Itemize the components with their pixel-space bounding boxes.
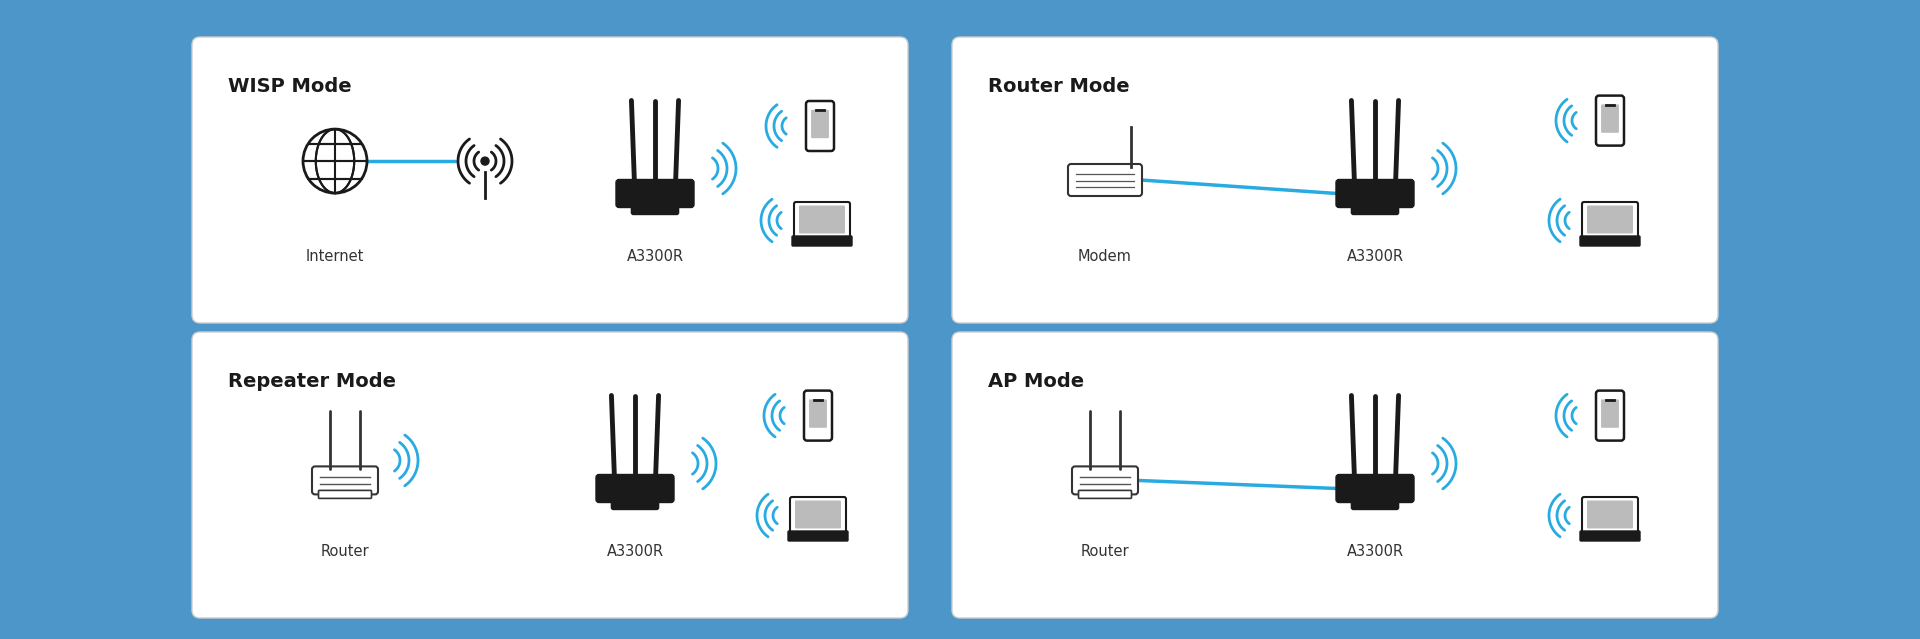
- Text: Router: Router: [321, 544, 369, 559]
- Text: Router: Router: [1081, 544, 1129, 559]
- FancyBboxPatch shape: [806, 101, 833, 151]
- FancyBboxPatch shape: [1588, 206, 1634, 233]
- FancyBboxPatch shape: [1601, 104, 1619, 133]
- FancyBboxPatch shape: [595, 475, 674, 502]
- FancyBboxPatch shape: [1580, 531, 1640, 541]
- FancyBboxPatch shape: [810, 110, 829, 138]
- Text: Internet: Internet: [305, 249, 365, 264]
- FancyBboxPatch shape: [787, 531, 849, 541]
- FancyBboxPatch shape: [1596, 390, 1624, 441]
- Text: A3300R: A3300R: [1346, 544, 1404, 559]
- FancyBboxPatch shape: [1582, 202, 1638, 239]
- FancyBboxPatch shape: [1068, 164, 1142, 196]
- FancyBboxPatch shape: [632, 203, 678, 215]
- FancyBboxPatch shape: [804, 390, 831, 441]
- FancyBboxPatch shape: [1336, 180, 1413, 208]
- FancyBboxPatch shape: [1352, 203, 1398, 215]
- Text: Modem: Modem: [1077, 249, 1133, 264]
- FancyBboxPatch shape: [311, 466, 378, 495]
- FancyBboxPatch shape: [1601, 399, 1619, 427]
- FancyBboxPatch shape: [799, 206, 845, 233]
- FancyBboxPatch shape: [795, 500, 841, 528]
- FancyBboxPatch shape: [789, 497, 847, 534]
- FancyBboxPatch shape: [192, 332, 908, 618]
- FancyBboxPatch shape: [952, 37, 1718, 323]
- FancyBboxPatch shape: [1336, 475, 1413, 502]
- Text: A3300R: A3300R: [1346, 249, 1404, 264]
- Circle shape: [482, 157, 490, 165]
- FancyBboxPatch shape: [1588, 500, 1634, 528]
- Text: WISP Mode: WISP Mode: [228, 77, 351, 96]
- FancyBboxPatch shape: [1580, 236, 1640, 246]
- FancyBboxPatch shape: [192, 37, 908, 323]
- FancyBboxPatch shape: [1071, 466, 1139, 495]
- FancyBboxPatch shape: [808, 399, 828, 427]
- FancyBboxPatch shape: [1596, 96, 1624, 146]
- FancyBboxPatch shape: [1582, 497, 1638, 534]
- FancyBboxPatch shape: [791, 236, 852, 246]
- Text: Repeater Mode: Repeater Mode: [228, 372, 396, 391]
- Text: Router Mode: Router Mode: [989, 77, 1129, 96]
- Text: A3300R: A3300R: [607, 544, 664, 559]
- FancyBboxPatch shape: [319, 490, 371, 498]
- FancyBboxPatch shape: [1079, 490, 1131, 498]
- FancyBboxPatch shape: [1352, 498, 1398, 509]
- Text: AP Mode: AP Mode: [989, 372, 1085, 391]
- FancyBboxPatch shape: [611, 498, 659, 509]
- FancyBboxPatch shape: [616, 180, 693, 208]
- FancyBboxPatch shape: [952, 332, 1718, 618]
- FancyBboxPatch shape: [795, 202, 851, 239]
- Text: A3300R: A3300R: [626, 249, 684, 264]
